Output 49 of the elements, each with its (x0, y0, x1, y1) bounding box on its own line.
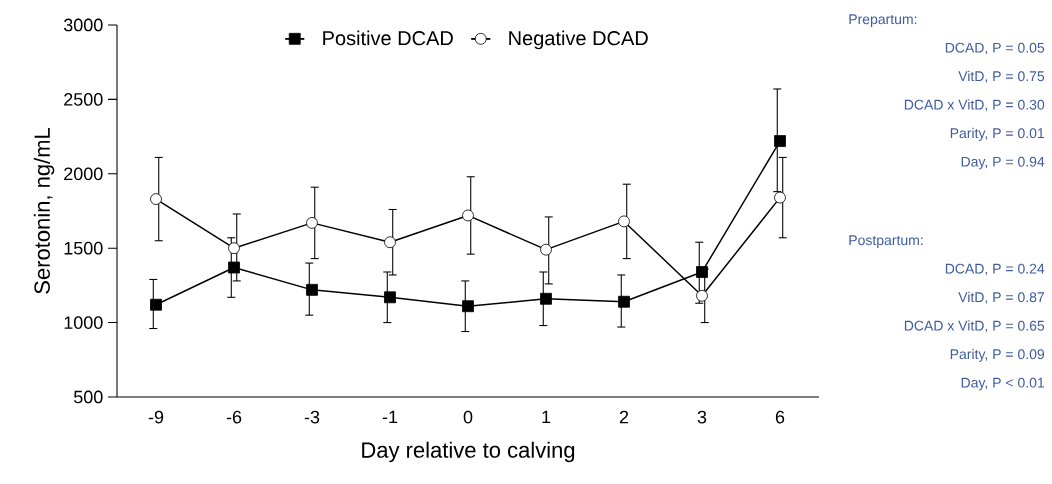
text: DCAD, P = 0.24 (945, 263, 1045, 276)
y-tick-label: 1000 (64, 316, 103, 329)
y-tick-label: 2000 (64, 167, 103, 181)
point (540, 292, 552, 305)
text: VitD, P = 0.87 (958, 291, 1045, 304)
point (462, 209, 474, 222)
y-tick-label: 1500 (64, 241, 103, 255)
point (384, 291, 396, 304)
x-tick-label: -9 (148, 410, 164, 424)
text: Prepartum: (849, 14, 917, 27)
point (774, 135, 786, 147)
point (696, 266, 708, 278)
point (540, 243, 552, 256)
x-tick-label: 3 (697, 410, 707, 424)
point (306, 283, 318, 296)
x-tick-label: -6 (226, 410, 242, 424)
x-tick-label: 1 (542, 410, 551, 424)
point (228, 261, 240, 274)
text: Day, P < 0.01 (961, 377, 1045, 391)
x-axis-title: Day relative to calving (362, 441, 575, 463)
point (696, 289, 708, 302)
text: Day, P = 0.94 (961, 156, 1045, 170)
x-tick-label: 0 (463, 410, 473, 424)
point (618, 295, 630, 308)
x-tick-label: -1 (382, 410, 398, 424)
legend-label: Negative DCAD (509, 30, 648, 50)
point (384, 236, 396, 249)
x-tick-label: 2 (619, 410, 629, 424)
y-tick-label: 500 (73, 390, 103, 404)
point (618, 215, 630, 228)
text: Postpartum: (849, 235, 923, 248)
point (150, 298, 162, 311)
y-tick-label: 3000 (63, 18, 103, 32)
y-tick-label: 2500 (64, 93, 103, 106)
point (228, 242, 240, 255)
text: DCAD, P = 0.05 (945, 42, 1045, 55)
text: Parity, P = 0.09 (950, 348, 1045, 362)
point (774, 191, 786, 204)
point (306, 217, 318, 229)
x-tick-label: 6 (775, 410, 785, 424)
x-tick-label: -3 (304, 410, 320, 424)
point (150, 193, 162, 205)
text: DCAD x VitD, P = 0.65 (904, 320, 1045, 333)
text: Parity, P = 0.01 (950, 127, 1045, 141)
point (462, 300, 474, 313)
y-axis-title: Serotonin, ng/mL (33, 127, 55, 294)
legend-label: Positive DCAD (323, 30, 453, 46)
text: DCAD x VitD, P = 0.30 (904, 99, 1045, 112)
text: VitD, P = 0.75 (958, 70, 1045, 83)
